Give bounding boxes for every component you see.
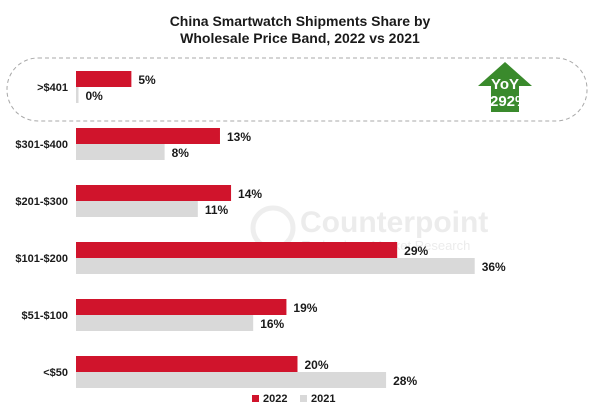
legend-label-2022: 2022 (263, 393, 287, 405)
legend-label-2021: 2021 (311, 393, 335, 405)
data-label-2022-301-400: 13% (227, 130, 251, 144)
category-label-50: <$50 (43, 367, 68, 379)
bar-2022-51-100 (76, 299, 287, 315)
data-label-2022-50: 20% (305, 358, 329, 372)
bar-2022-201-300 (76, 185, 232, 201)
bar-2021-401 (76, 87, 79, 103)
bar-2021-201-300 (76, 201, 198, 217)
up-arrow-icon (478, 62, 532, 112)
category-label-101-200: $101-$200 (15, 253, 68, 265)
data-label-2022-401: 5% (138, 73, 156, 87)
data-label-2022-51-100: 19% (293, 301, 317, 315)
data-label-2021-101-200: 36% (482, 260, 506, 274)
data-label-2021-50: 28% (393, 374, 417, 388)
category-label-51-100: $51-$100 (22, 310, 69, 322)
legend-swatch-2022 (252, 395, 259, 402)
data-label-2021-51-100: 16% (260, 317, 284, 331)
chart-title-line-1: China Smartwatch Shipments Share by (170, 13, 431, 29)
watermark-brand: Counterpoint (300, 206, 488, 239)
data-label-2021-401: 0% (86, 89, 104, 103)
legend: 2022 2021 (252, 393, 335, 405)
bar-2021-51-100 (76, 315, 254, 331)
legend-swatch-2021 (300, 395, 307, 402)
bar-2022-101-200 (76, 242, 398, 258)
data-label-2021-201-300: 11% (205, 203, 229, 217)
data-label-2021-301-400: 8% (172, 146, 190, 160)
bar-2022-401 (76, 71, 132, 87)
chart-title-line-2: Wholesale Price Band, 2022 vs 2021 (180, 30, 420, 46)
data-label-2022-101-200: 29% (404, 244, 428, 258)
bar-group: >$401 5% 0% $301-$400 13% 8% $201-$300 14% 11% $1… (15, 71, 506, 388)
data-label-2022-201-300: 14% (238, 187, 262, 201)
yoy-value: 1292% (482, 93, 529, 110)
category-label-401: >$401 (37, 82, 68, 94)
yoy-badge: YoY 1292% (478, 62, 532, 112)
yoy-label: YoY (491, 76, 519, 93)
bar-2021-101-200 (76, 258, 475, 274)
bar-2022-301-400 (76, 128, 220, 144)
category-label-201-300: $201-$300 (15, 196, 68, 208)
bar-2021-301-400 (76, 144, 165, 160)
highlight-outline (6, 57, 588, 122)
bar-2022-50 (76, 356, 298, 372)
bar-2021-50 (76, 372, 387, 388)
category-label-301-400: $301-$400 (15, 139, 68, 151)
